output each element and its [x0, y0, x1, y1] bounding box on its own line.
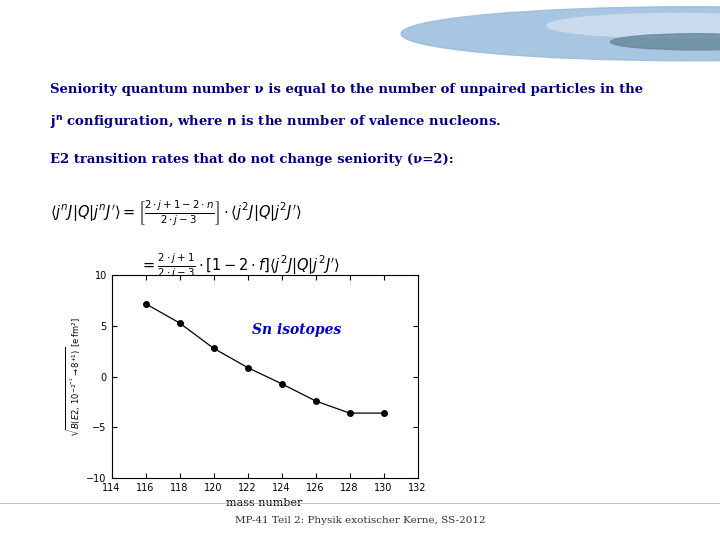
Text: Generalized seniority scheme: Generalized seniority scheme [102, 20, 561, 47]
Text: $\langle j^n J \vert Q \vert j^n J' \rangle = \left[ \frac{2 \cdot j + 1 - 2 \cd: $\langle j^n J \vert Q \vert j^n J' \ran… [50, 198, 302, 228]
Text: $= \frac{2 \cdot j + 1}{2 \cdot j - 3} \cdot [1 - 2 \cdot f] \langle j^2 J \vert: $= \frac{2 \cdot j + 1}{2 \cdot j - 3} \… [140, 252, 341, 281]
Text: MP-41 Teil 2: Physik exotischer Kerne, SS-2012: MP-41 Teil 2: Physik exotischer Kerne, S… [235, 516, 485, 525]
X-axis label: mass number: mass number [226, 498, 303, 508]
Text: $\mathbf{j^n}$ configuration, where $\mathbf{n}$ is the number of valence nucleo: $\mathbf{j^n}$ configuration, where $\ma… [50, 112, 502, 130]
Y-axis label: $\sqrt{B(E2,\,10^{-2^{-1}}{\rightarrow}8^{+1})}\;[\mathrm{e\,fm}^2]$: $\sqrt{B(E2,\,10^{-2^{-1}}{\rightarrow}8… [64, 316, 84, 437]
Circle shape [547, 14, 720, 38]
Text: Sn isotopes: Sn isotopes [253, 323, 341, 337]
Text: Seniority quantum number ν is equal to the number of unpaired particles in the: Seniority quantum number ν is equal to t… [50, 83, 644, 96]
Circle shape [611, 33, 720, 50]
Circle shape [401, 6, 720, 60]
Text: E2 transition rates that do not change seniority (ν=2):: E2 transition rates that do not change s… [50, 153, 454, 166]
